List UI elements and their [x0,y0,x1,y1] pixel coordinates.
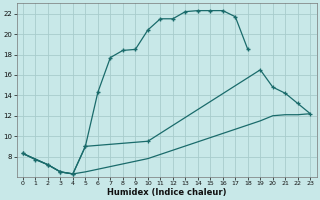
X-axis label: Humidex (Indice chaleur): Humidex (Indice chaleur) [107,188,226,197]
